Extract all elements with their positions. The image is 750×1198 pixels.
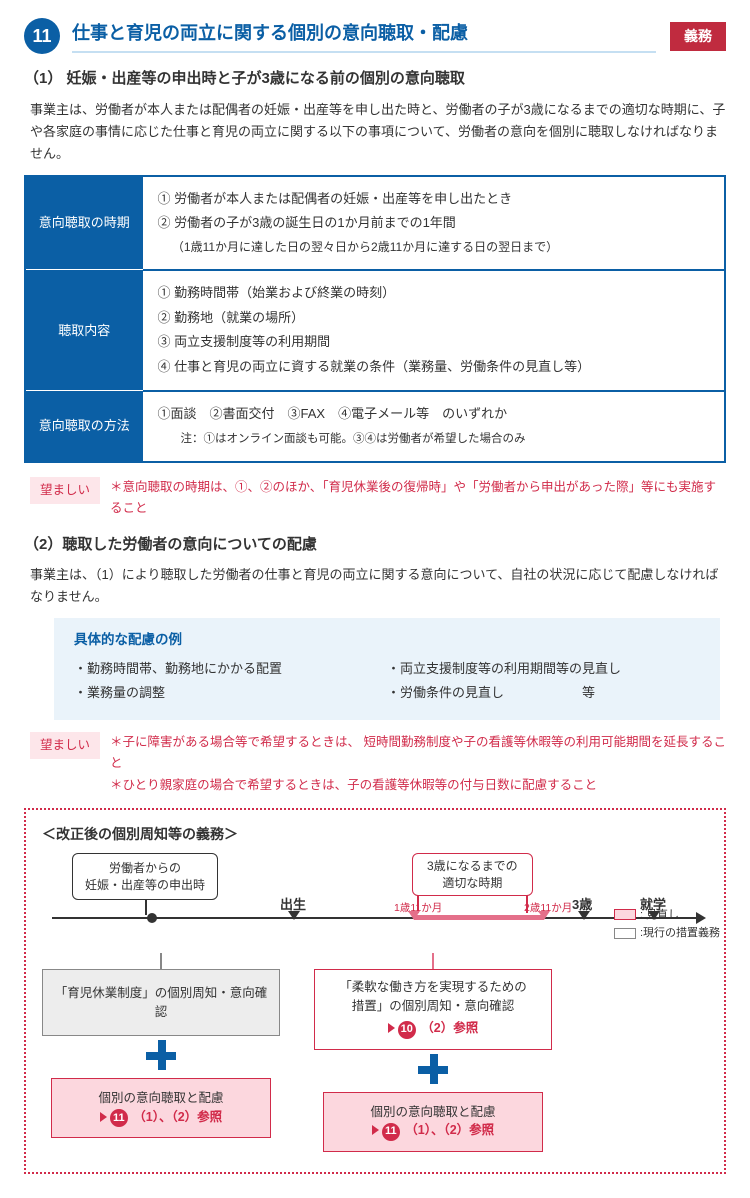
legend-gray-text: :現行の措置義務	[640, 927, 720, 939]
method-note: 注：①はオンライン面談も可能。③④は労働者が希望した場合のみ	[181, 433, 526, 445]
desirable-1: 望ましい ＊意向聴取の時期は、①、②のほか、「育児休業後の復帰時」や「労働者から…	[30, 477, 726, 520]
diagram-title: ＜改正後の個別周知等の義務＞	[42, 824, 708, 845]
td-method: ①面談 ②書面交付 ③FAX ④電子メール等 のいずれか 注：①はオンライン面談…	[143, 391, 725, 463]
diagram: ＜改正後の個別周知等の義務＞ 労働者からの 妊娠・出産等の申出時 3歳になるまで…	[24, 808, 726, 1174]
page-title: 仕事と育児の両立に関する個別の意向聴取・配慮	[72, 20, 656, 53]
hearing-table: 意向聴取の時期 ① 労働者が本人または配偶者の妊娠・出産等を申し出たとき ② 労…	[24, 175, 726, 463]
box-individual-hearing-right: 個別の意向聴取と配慮 11 （1）、（2）参照	[323, 1092, 543, 1152]
desirable2-line2: ＊ひとり親家庭の場合で希望するときは、子の看護等休暇等の付与日数に配慮すること	[110, 775, 726, 796]
tick-birth-marker	[288, 911, 300, 920]
timing-line2: ② 労働者の子が3歳の誕生日の1か月前までの1年間	[158, 211, 711, 236]
example-right1: ・両立支援制度等の利用期間等の見直し	[387, 657, 700, 682]
plus-icon	[418, 1054, 448, 1084]
ref-11-right: 11 （1）、（2）参照	[332, 1121, 534, 1140]
section2-heading: （2）聴取した労働者の意向についての配慮	[24, 534, 726, 557]
section-number-badge: 11	[24, 18, 60, 54]
section1-heading: （1） 妊娠・出産等の申出時と子が3歳になる前の個別の意向聴取	[24, 68, 726, 91]
content-line1: ① 勤務時間帯（始業および終業の時刻）	[158, 281, 711, 306]
legend: : 見直し :現行の措置義務	[614, 906, 720, 943]
page-header: 11 仕事と育児の両立に関する個別の意向聴取・配慮 義務	[24, 18, 726, 54]
timeline: 労働者からの 妊娠・出産等の申出時 3歳になるまでの 適切な時期 出生 1歳11…	[42, 853, 708, 943]
td-timing: ① 労働者が本人または配偶者の妊娠・出産等を申し出たとき ② 労働者の子が3歳の…	[143, 176, 725, 270]
desirable-badge: 望ましい	[30, 477, 100, 504]
circle-number-icon: 11	[110, 1109, 128, 1127]
legend-pink-text: : 見直し	[640, 909, 679, 921]
ref-11-suffix: （1）、（2）参照	[130, 1110, 222, 1124]
ref-10: 10 （2）参照	[323, 1019, 543, 1038]
triangle-icon	[372, 1125, 379, 1135]
box-childcare-system: 「育児休業制度」の個別周知・意向確認	[42, 969, 280, 1037]
box-flex-l1: 「柔軟な働き方を実現するための	[323, 978, 543, 997]
th-method: 意向聴取の方法	[25, 391, 143, 463]
box-flexible-work: 「柔軟な働き方を実現するための 措置」の個別周知・意向確認 10 （2）参照	[314, 969, 552, 1050]
th-timing: 意向聴取の時期	[25, 176, 143, 270]
callout-period-l1: 3歳になるまでの	[427, 859, 518, 873]
box-individual-hearing-left: 個別の意向聴取と配慮 11 （1）、（2）参照	[51, 1078, 271, 1138]
ref-11-left: 11 （1）、（2）参照	[60, 1108, 262, 1127]
triangle-icon	[100, 1112, 107, 1122]
tick-3y-marker	[578, 911, 590, 920]
content-line2: ② 勤務地（就業の場所）	[158, 306, 711, 331]
desirable2-line1: ＊子に障害がある場合等で希望するときは、 短時間勤務制度や子の看護等休暇等の利用…	[110, 732, 726, 775]
circle-number-icon: 11	[382, 1123, 400, 1141]
callout-period: 3歳になるまでの 適切な時期	[412, 853, 533, 897]
ref-11-suffix-r: （1）、（2）参照	[402, 1123, 494, 1137]
th-content: 聴取内容	[25, 270, 143, 391]
callout-pregnancy-l1: 労働者からの	[109, 861, 181, 875]
box-bottom-text-r: 個別の意向聴取と配慮	[332, 1103, 534, 1122]
box-bottom-text: 個別の意向聴取と配慮	[60, 1089, 262, 1108]
left-column: 「育児休業制度」の個別周知・意向確認 個別の意向聴取と配慮 11 （1）、（2）…	[42, 953, 280, 1152]
example-title: 具体的な配慮の例	[74, 630, 700, 650]
legend-swatch-pink	[614, 909, 636, 920]
box-flex-l2: 措置」の個別周知・意向確認	[323, 997, 543, 1016]
callout-pregnancy: 労働者からの 妊娠・出産等の申出時	[72, 853, 218, 901]
legend-swatch-gray	[614, 928, 636, 939]
content-line4: ④ 仕事と育児の両立に資する就業の条件（業務量、労働条件の見直し等）	[158, 355, 711, 380]
plus-icon	[146, 1040, 176, 1070]
desirable-text: ＊意向聴取の時期は、①、②のほか、「育児休業後の復帰時」や「労働者から申出があっ…	[110, 477, 726, 520]
example-left1: ・勤務時間帯、勤務地にかかる配置	[74, 657, 387, 682]
section2-lead: 事業主は、（1）により聴取した労働者の仕事と育児の両立に関する意向について、自社…	[30, 564, 726, 608]
td-content: ① 勤務時間帯（始業および終業の時刻） ② 勤務地（就業の場所） ③ 両立支援制…	[143, 270, 725, 391]
callout-pregnancy-l2: 妊娠・出産等の申出時	[85, 878, 205, 892]
method-line1: ①面談 ②書面交付 ③FAX ④電子メール等 のいずれか	[158, 406, 508, 421]
triangle-icon	[388, 1023, 395, 1033]
circle-number-icon: 10	[398, 1021, 416, 1039]
section1-lead: 事業主は、労働者が本人または配偶者の妊娠・出産等を申し出た時と、労働者の子が3歳…	[30, 99, 726, 165]
tick-2y11m-marker	[538, 911, 550, 920]
connector-line-pink	[432, 953, 434, 969]
duty-badge: 義務	[670, 22, 726, 51]
timing-line1: ① 労働者が本人または配偶者の妊娠・出産等を申し出たとき	[158, 187, 711, 212]
example-left2: ・業務量の調整	[74, 681, 387, 706]
desirable-2: 望ましい ＊子に障害がある場合等で希望するときは、 短時間勤務制度や子の看護等休…	[30, 732, 726, 796]
desirable-badge-2: 望ましい	[30, 732, 100, 759]
right-column: 「柔軟な働き方を実現するための 措置」の個別周知・意向確認 10 （2）参照 個…	[314, 953, 552, 1152]
connector-line	[160, 953, 162, 969]
callout-period-l2: 適切な時期	[442, 876, 502, 890]
ref-10-suffix: （2）参照	[418, 1021, 478, 1035]
tick-pregnancy-dot	[147, 913, 157, 923]
example-box: 具体的な配慮の例 ・勤務時間帯、勤務地にかかる配置 ・業務量の調整 ・両立支援制…	[54, 618, 720, 720]
content-line3: ③ 両立支援制度等の利用期間	[158, 330, 711, 355]
timing-line2-sub: （1歳11か月に達した日の翌々日から2歳11か月に達する日の翌日まで）	[172, 236, 710, 259]
example-right2: ・労働条件の見直し 等	[387, 681, 700, 706]
